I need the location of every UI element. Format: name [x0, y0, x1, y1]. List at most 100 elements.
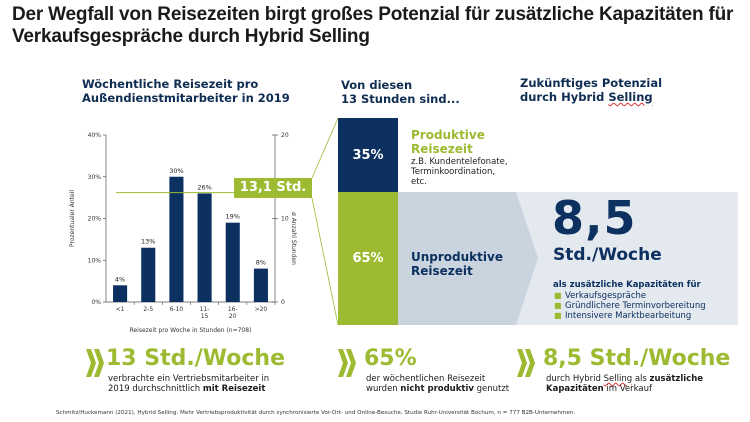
stat3-line2: Kapazitäten im Verkauf — [546, 384, 746, 394]
productive-description: z.B. Kundentelefonate, Terminkoordinatio… — [411, 157, 531, 187]
middle-heading: Von diesen 13 Stunden sind... — [341, 78, 521, 106]
bar — [225, 222, 240, 302]
y2-tick-label: 20 — [281, 132, 289, 139]
stat2-line2-text: wurden — [366, 384, 401, 394]
x-tick-label: 2-5 — [143, 306, 153, 313]
stat-weekly-hours-text: verbrachte ein Vertriebsmitarbeiter in 2… — [108, 374, 308, 394]
chart-heading-line1: Wöchentliche Reisezeit pro — [82, 77, 259, 91]
x-tick-label: 15 — [201, 313, 209, 320]
bullet-icon: ■ — [554, 311, 562, 320]
bar-value-label: 8% — [256, 259, 266, 267]
stat3-line1-mid: als — [632, 374, 650, 384]
productive-desc-line3: etc. — [411, 177, 427, 187]
productive-desc-line1: z.B. Kundentelefonate, — [411, 157, 508, 167]
productive-title-line2: Reisezeit — [411, 142, 473, 156]
chart-heading: Wöchentliche Reisezeit pro Außendienstmi… — [82, 77, 322, 105]
unproductive-title: Unproduktive Reisezeit — [411, 250, 503, 278]
double-chevron-icon — [86, 349, 104, 377]
y-tick-label: 0% — [91, 299, 101, 306]
bullet-icon: ■ — [554, 301, 562, 310]
stat3-line1: durch Hybrid Selling als zusätzliche — [546, 374, 746, 384]
productive-desc-line2: Terminkoordination, — [411, 167, 496, 177]
capacity-item: ■ Verkaufsgespräche — [553, 291, 706, 301]
source-citation: Schmitz/Huckemann (2021), Hybrid Selling… — [56, 410, 576, 416]
travel-time-bar-chart: 0% 10% 20% 30% 40% 0 10 20 4% <1 13% 2-5 30% 6-10 26% 1… — [69, 132, 305, 334]
stat-weekly-hours: 13 Std./Woche — [106, 346, 285, 371]
capacity-item-label: Gründlichere Terminvorbereitung — [565, 301, 706, 311]
stat1-line2-text: 2019 durchschnittlich — [108, 384, 203, 394]
bar-value-label: 4% — [115, 275, 125, 283]
potential-hours-unit: Std./Woche — [553, 245, 662, 265]
connector-line-bottom — [311, 197, 339, 326]
unproductive-share-block: 65% — [338, 192, 398, 325]
right-heading: Zukünftiges Potenzial durch Hybrid Selli… — [520, 76, 740, 104]
bar — [113, 285, 128, 302]
y-axis-title: Prozentualer Anteil — [69, 190, 76, 247]
y2-axis-title: ø Anzahl Stunden — [290, 212, 297, 265]
connector-lines — [311, 117, 339, 326]
stat1-line2: 2019 durchschnittlich mit Reisezeit — [108, 384, 308, 394]
band-arrow — [398, 192, 538, 325]
bar-value-label: 19% — [226, 213, 240, 221]
capacity-item-label: Verkaufsgespräche — [565, 291, 647, 301]
y2-tick-label: 10 — [281, 216, 289, 223]
double-chevron-icon — [338, 349, 356, 377]
spellcheck-word: Selling — [603, 374, 633, 384]
x-axis-title: Reisezeit pro Woche in Stunden (n=708) — [130, 327, 252, 334]
spellcheck-word: Selling — [608, 90, 653, 104]
bar — [141, 247, 156, 302]
potential-hours-number: 8,5 — [552, 191, 637, 245]
capacity-list: ■ Verkaufsgespräche ■ Gründlichere Terminv… — [553, 291, 706, 321]
stat2-line2-bold: nicht produktiv — [400, 384, 474, 394]
unproductive-title-line1: Unproduktive — [411, 250, 503, 264]
x-tick-label: 16- — [228, 306, 238, 313]
productive-title-line1: Produktive — [411, 128, 485, 142]
middle-heading-line2: 13 Stunden sind... — [341, 92, 460, 106]
productive-share-block: 35% — [338, 118, 398, 192]
right-heading-line2: durch Hybrid Selling — [520, 90, 740, 104]
bar-value-label: 26% — [197, 183, 211, 191]
right-heading-line2-text: durch Hybrid — [520, 90, 609, 104]
middle-heading-line1: Von diesen — [341, 78, 413, 92]
right-heading-line1: Zukünftiges Potenzial — [520, 76, 663, 90]
chart-heading-line2: Außendienstmitarbeiter in 2019 — [82, 91, 290, 105]
capacity-item-label: Intensivere Marktbearbeitung — [565, 311, 692, 321]
x-tick-label: >20 — [255, 306, 268, 313]
capacity-intro: als zusätzliche Kapazitäten für — [553, 280, 701, 290]
bar-value-label: 13% — [141, 238, 155, 246]
bar — [253, 268, 268, 302]
stat3-line1-text: durch Hybrid — [546, 374, 604, 384]
x-tick-label: 11- — [200, 306, 210, 313]
page-title: Der Wegfall von Reisezeiten birgt großes… — [12, 4, 734, 47]
capacity-item: ■ Intensivere Marktbearbeitung — [553, 311, 706, 321]
y-tick-label: 40% — [88, 132, 102, 139]
x-tick-label: 6-10 — [170, 306, 184, 313]
connector-line-top — [311, 117, 339, 179]
y2-tick-label: 0 — [281, 299, 285, 306]
x-tick-label: <1 — [116, 306, 125, 313]
potential-band — [398, 192, 738, 325]
stat-potential-text: durch Hybrid Selling als zusätzliche Kap… — [546, 374, 746, 394]
double-chevron-icon — [517, 349, 535, 377]
bullet-icon: ■ — [554, 291, 562, 300]
bar — [169, 176, 184, 302]
y-tick-label: 10% — [88, 257, 102, 264]
stat-unproductive-share: 65% — [364, 346, 417, 371]
stat-unproductive-text: der wöchentlichen Reisezeit wurden nicht… — [366, 374, 536, 394]
stat2-line2: wurden nicht produktiv genutzt — [366, 384, 536, 394]
stat-potential-hours: 8,5 Std./Woche — [543, 346, 731, 371]
stat1-line2-bold: mit Reisezeit — [202, 384, 266, 394]
stat3-line1-bold: zusätzliche — [649, 374, 704, 384]
bar-value-label: 30% — [169, 167, 183, 175]
stat1-line1: verbrachte ein Vertriebsmitarbeiter in — [108, 374, 270, 384]
y-tick-label: 30% — [88, 174, 102, 181]
stat2-line1: der wöchentlichen Reisezeit — [366, 374, 486, 384]
x-tick-label: 20 — [229, 313, 237, 320]
capacity-item: ■ Gründlichere Terminvorbereitung — [553, 301, 706, 311]
stat3-line2-post: im Verkauf — [603, 384, 652, 394]
productive-title: Produktive Reisezeit — [411, 128, 485, 156]
bar — [197, 193, 212, 302]
stat2-line2-post: genutzt — [473, 384, 510, 394]
y-tick-label: 20% — [88, 216, 102, 223]
unproductive-title-line2: Reisezeit — [411, 264, 473, 278]
